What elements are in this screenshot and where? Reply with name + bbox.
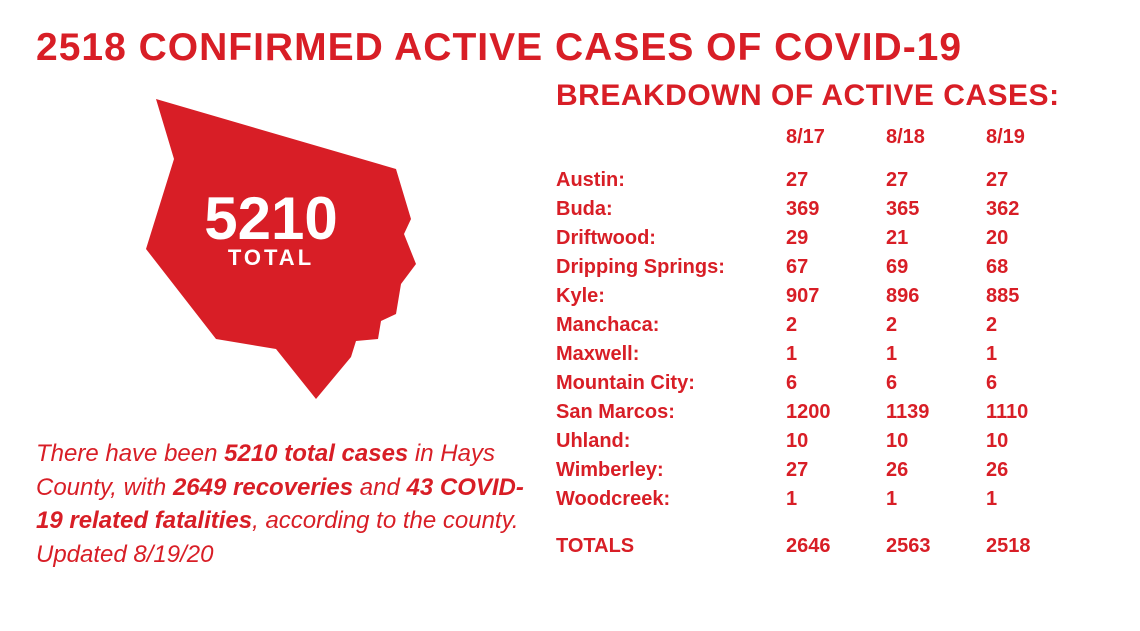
table-totals-row: TOTALS 2646 2563 2518 [556,532,1104,561]
totals-v2: 2518 [986,532,1086,561]
city-label: Woodcreek: [556,485,786,514]
breakdown-table: 8/17 8/18 8/19 Austin:272727Buda:3693653… [556,123,1104,561]
city-label: Buda: [556,195,786,224]
cell-value: 6 [986,369,1086,398]
city-label: Dripping Springs: [556,253,786,282]
cell-value: 2 [786,311,886,340]
cell-value: 26 [886,456,986,485]
map-total-number: 5210 [186,189,356,249]
cell-value: 27 [786,166,886,195]
cell-value: 2 [986,311,1086,340]
cell-value: 10 [786,427,886,456]
cell-value: 27 [986,166,1086,195]
table-row: Wimberley:272626 [556,456,1104,485]
city-label: Driftwood: [556,224,786,253]
cell-value: 27 [786,456,886,485]
left-column: 5210 TOTAL There have been 5210 total ca… [36,79,556,571]
cell-value: 896 [886,282,986,311]
table-row: Manchaca:222 [556,311,1104,340]
cell-value: 1 [986,485,1086,514]
table-row: Austin:272727 [556,166,1104,195]
cell-value: 6 [886,369,986,398]
table-row: Driftwood:292120 [556,224,1104,253]
cell-value: 26 [986,456,1086,485]
cell-value: 2 [886,311,986,340]
table-row: Dripping Springs:676968 [556,253,1104,282]
table-row: Buda:369365362 [556,195,1104,224]
city-label: San Marcos: [556,398,786,427]
totals-v1: 2563 [886,532,986,561]
cell-value: 10 [886,427,986,456]
summary-bold-recoveries: 2649 recoveries [173,474,353,501]
table-row: Uhland:101010 [556,427,1104,456]
cell-value: 365 [886,195,986,224]
summary-mid2: and [353,474,406,501]
totals-v0: 2646 [786,532,886,561]
totals-label: TOTALS [556,532,786,561]
cell-value: 21 [886,224,986,253]
table-row: Maxwell:111 [556,340,1104,369]
header-spacer [556,123,786,152]
cell-value: 885 [986,282,1086,311]
cell-value: 29 [786,224,886,253]
table-row: Kyle:907896885 [556,282,1104,311]
summary-text: There have been 5210 total cases in Hays… [36,437,556,571]
right-column: BREAKDOWN OF ACTIVE CASES: 8/17 8/18 8/1… [556,79,1104,571]
table-body: Austin:272727Buda:369365362Driftwood:292… [556,166,1104,514]
cell-value: 1139 [886,398,986,427]
main-content: 5210 TOTAL There have been 5210 total ca… [36,79,1104,571]
cell-value: 6 [786,369,886,398]
headline: 2518 CONFIRMED ACTIVE CASES OF COVID-19 [36,28,1104,69]
city-label: Wimberley: [556,456,786,485]
cell-value: 1 [886,485,986,514]
city-label: Kyle: [556,282,786,311]
cell-value: 69 [886,253,986,282]
cell-value: 1 [886,340,986,369]
table-header-row: 8/17 8/18 8/19 [556,123,1104,152]
city-label: Mountain City: [556,369,786,398]
header-date-1: 8/18 [886,123,986,152]
summary-bold-total: 5210 total cases [224,440,408,467]
city-label: Uhland: [556,427,786,456]
cell-value: 1200 [786,398,886,427]
cell-value: 369 [786,195,886,224]
cell-value: 362 [986,195,1086,224]
cell-value: 10 [986,427,1086,456]
city-label: Manchaca: [556,311,786,340]
header-date-2: 8/19 [986,123,1086,152]
header-date-0: 8/17 [786,123,886,152]
cell-value: 68 [986,253,1086,282]
cell-value: 907 [786,282,886,311]
cell-value: 1110 [986,398,1086,427]
county-map: 5210 TOTAL [36,79,556,419]
cell-value: 1 [786,340,886,369]
table-row: Mountain City:666 [556,369,1104,398]
city-label: Maxwell: [556,340,786,369]
map-label: 5210 TOTAL [186,189,356,271]
city-label: Austin: [556,166,786,195]
table-row: Woodcreek:111 [556,485,1104,514]
table-row: San Marcos:120011391110 [556,398,1104,427]
summary-prefix: There have been [36,440,224,467]
cell-value: 27 [886,166,986,195]
cell-value: 1 [786,485,886,514]
cell-value: 67 [786,253,886,282]
cell-value: 1 [986,340,1086,369]
breakdown-title: BREAKDOWN OF ACTIVE CASES: [556,79,1104,113]
cell-value: 20 [986,224,1086,253]
